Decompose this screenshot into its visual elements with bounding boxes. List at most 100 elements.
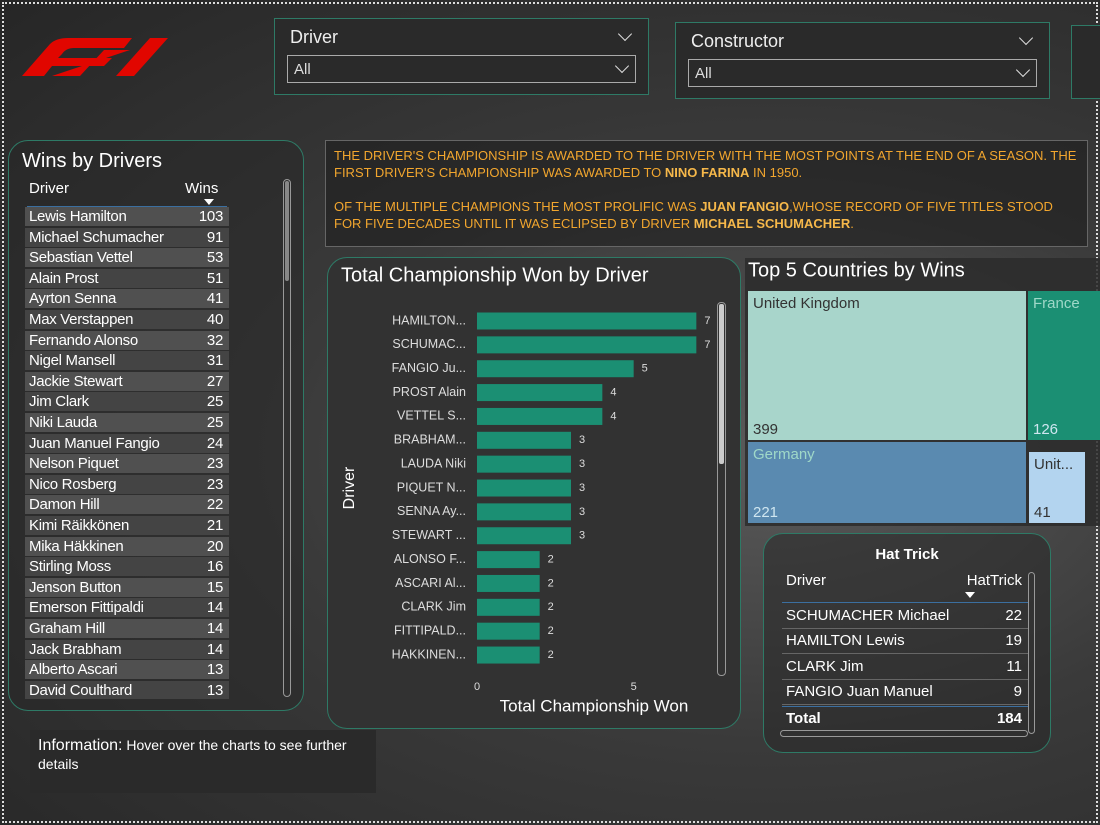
table-row: Jack Brabham 14	[25, 639, 229, 659]
driver-name: Stirling Moss	[29, 558, 111, 576]
table-row: Max Verstappen 40	[25, 310, 229, 329]
scrollbar[interactable]	[780, 730, 1028, 737]
driver-name: Jackie Stewart	[29, 372, 123, 390]
total-row: Total 184	[782, 706, 1028, 732]
driver-name: Mika Häkkinen	[29, 537, 124, 555]
filter-label: Constructor	[691, 31, 785, 51]
wins-table-panel: Wins by Drivers Driver Wins Lewis Hamilt…	[8, 140, 304, 711]
table-row: Niki Lauda 25	[25, 413, 229, 432]
wins-value: 25	[206, 393, 223, 411]
wins-value: 91	[206, 228, 223, 246]
bar-chart-panel	[327, 257, 741, 729]
column-header: Driver	[29, 180, 69, 197]
info-paragraph: OF THE MULTIPLE CHAMPIONS THE MOST PROLI…	[334, 198, 1079, 232]
table-row: CLARK Jim 11	[782, 655, 1028, 680]
driver-name: Graham Hill	[29, 620, 105, 637]
table-row: SCHUMACHER Michael 22	[782, 604, 1028, 629]
information-text: Hover over the charts to see further det…	[38, 737, 347, 772]
scrollbar[interactable]	[717, 302, 726, 676]
driver-name: Nigel Mansell	[29, 352, 116, 370]
wins-value: 24	[206, 434, 223, 452]
chevron	[1018, 30, 1034, 46]
driver-name: Juan Manuel Fangio	[29, 434, 160, 452]
scroll-thumb[interactable]	[719, 304, 724, 464]
wins-value: 14	[206, 599, 223, 617]
chevron	[1015, 62, 1031, 78]
wins-value: 14	[206, 640, 223, 658]
info-text: OF THE MULTIPLE CHAMPIONS THE MOST PROLI…	[334, 199, 701, 214]
table-row: Jackie Stewart 27	[25, 371, 229, 391]
table-row: David Coulthard 13	[25, 680, 229, 699]
table-row: Nigel Mansell 31	[25, 351, 229, 371]
filter-select[interactable]: All	[688, 59, 1037, 87]
info-highlight: NINO FARINA	[664, 165, 750, 180]
chevron	[614, 58, 630, 74]
driver-name: Kimi Räikkönen	[29, 517, 130, 534]
driver-name: Michael Schumacher	[29, 228, 164, 246]
info-text: THE DRIVER'S CHAMPIONSHIP IS AWARDED TO …	[334, 148, 1077, 180]
hat-trick-table: Driver HatTrick SCHUMACHER Michael 22 HAMILT…	[782, 568, 1028, 733]
wins-value: 103	[198, 208, 223, 225]
scrollbar[interactable]	[1028, 572, 1035, 734]
table-header: Driver HatTrick	[782, 568, 1028, 603]
info-box: THE DRIVER'S CHAMPIONSHIP IS AWARDED TO …	[325, 140, 1088, 247]
driver-name: FANGIO Juan Manuel	[786, 682, 933, 700]
driver-name: Max Verstappen	[29, 311, 134, 328]
driver-name: HAMILTON Lewis	[786, 632, 905, 650]
wins-value: 40	[206, 311, 223, 328]
wins-value: 13	[206, 661, 223, 679]
wins-value: 27	[206, 372, 223, 390]
wins-value: 41	[206, 290, 223, 308]
table-row: Michael Schumacher 91	[25, 227, 229, 247]
information-note: Information: Hover over the charts to se…	[30, 730, 376, 793]
driver-name: Lewis Hamilton	[29, 208, 127, 225]
table-body: Lewis Hamilton 103 Michael Schumacher 91 Seb…	[25, 207, 229, 699]
info-paragraph: THE DRIVER'S CHAMPIONSHIP IS AWARDED TO …	[334, 147, 1079, 181]
filter-select[interactable]: All	[287, 55, 636, 83]
constructor-filter[interactable]: Constructor All	[675, 22, 1050, 99]
info-text: ,WHOSE RECORD OF FIVE TITLES STOOD FOR F…	[334, 199, 1053, 231]
sort-arrow[interactable]	[204, 199, 214, 205]
table-row: Sebastian Vettel 53	[25, 248, 229, 268]
scroll-thumb[interactable]	[285, 181, 289, 281]
table-row: Lewis Hamilton 103	[25, 207, 229, 226]
scrollbar[interactable]	[283, 179, 291, 697]
wins-value: 31	[206, 352, 223, 370]
driver-filter[interactable]: Driver All	[274, 18, 649, 95]
hat-trick-value: 9	[1013, 682, 1022, 700]
filter-label: Driver	[290, 27, 338, 47]
hat-trick-panel: Hat Trick Driver HatTrick SCHUMACHER Micha…	[763, 533, 1051, 753]
wins-value: 25	[206, 414, 223, 431]
driver-name: David Coulthard	[29, 681, 133, 699]
table-row: Nelson Piquet 23	[25, 454, 229, 474]
wins-value: 53	[206, 249, 223, 267]
wins-value: 20	[206, 537, 223, 555]
table-header: Driver Wins	[27, 179, 227, 207]
table-row: Fernando Alonso 32	[25, 330, 229, 350]
chevron	[617, 26, 633, 42]
table-row: FANGIO Juan Manuel 9	[782, 680, 1028, 705]
table-row: Kimi Räikkönen 21	[25, 516, 229, 535]
extra-filter[interactable]	[1071, 25, 1100, 99]
wins-value: 32	[206, 331, 223, 349]
driver-name: SCHUMACHER Michael	[786, 607, 950, 624]
table-row: Emerson Fittipaldi 14	[25, 598, 229, 618]
driver-name: Niki Lauda	[29, 414, 97, 431]
driver-name: Jack Brabham	[29, 640, 122, 658]
table-row: Juan Manuel Fangio 24	[25, 433, 229, 453]
driver-name: Emerson Fittipaldi	[29, 599, 144, 617]
driver-name: Nelson Piquet	[29, 455, 119, 473]
hat-trick-value: 19	[1005, 632, 1022, 650]
driver-name: Damon Hill	[29, 496, 100, 514]
table-row: HAMILTON Lewis 19	[782, 629, 1028, 655]
driver-name: Fernando Alonso	[29, 331, 138, 349]
table-row: Damon Hill 22	[25, 495, 229, 515]
column-header: Wins	[185, 180, 219, 197]
info-highlight: MICHAEL SCHUMACHER	[693, 216, 851, 231]
column-header: HatTrick	[966, 572, 1022, 589]
f1-logo	[22, 38, 168, 76]
driver-name: Jim Clark	[29, 393, 89, 411]
sort-arrow[interactable]	[965, 592, 975, 598]
hat-trick-value: 22	[1005, 607, 1022, 624]
